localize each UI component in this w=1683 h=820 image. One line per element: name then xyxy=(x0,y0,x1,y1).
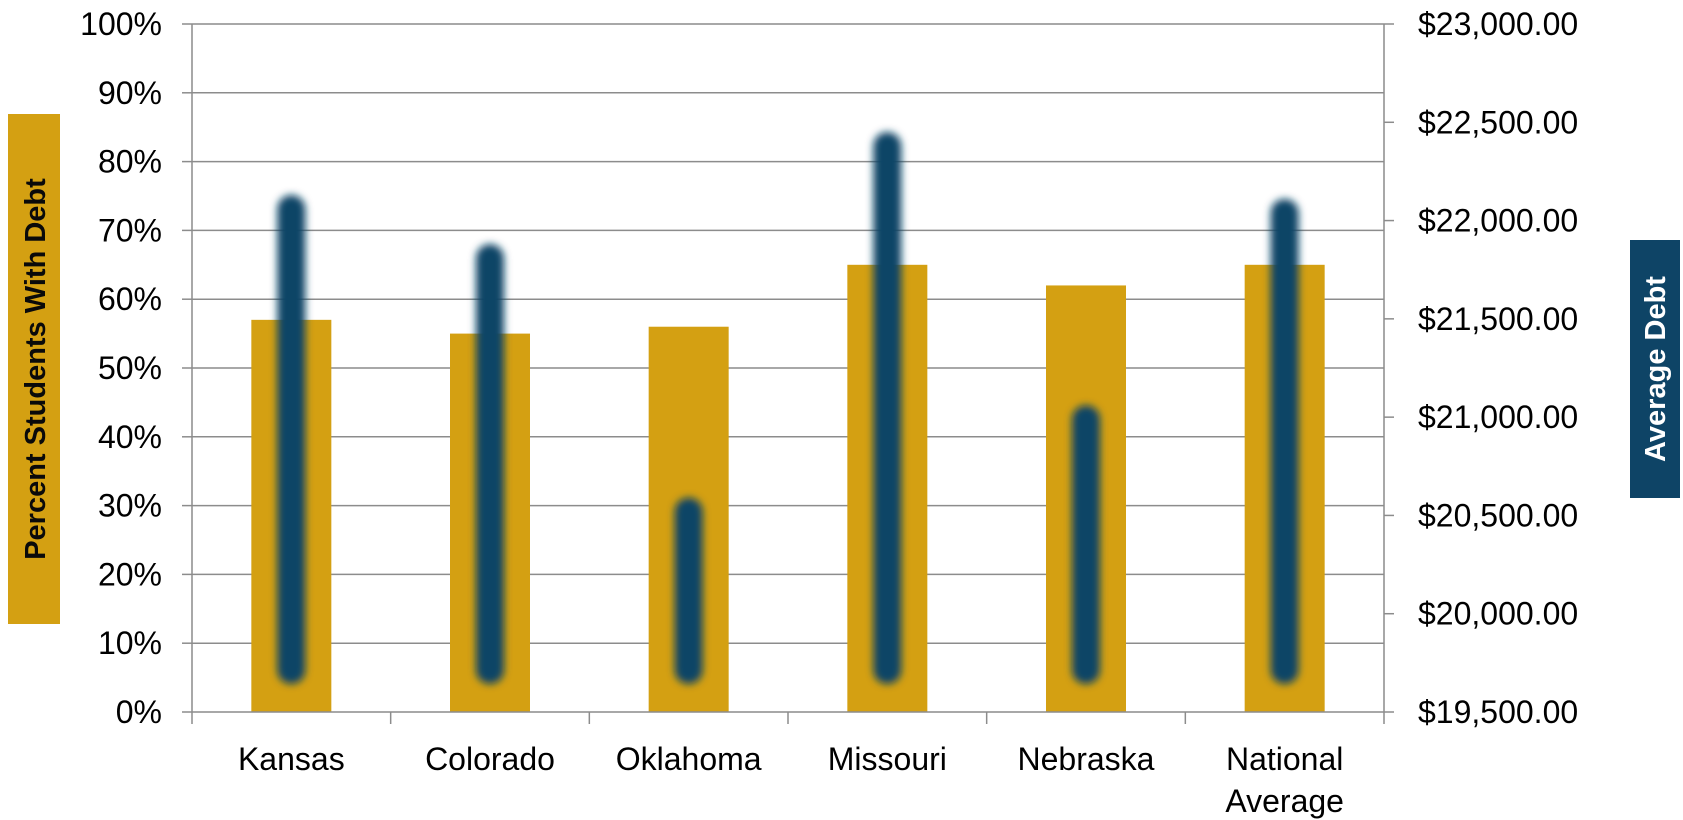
average-debt-bar xyxy=(873,132,902,685)
left-tick-label: 20% xyxy=(98,556,162,592)
left-tick-label: 90% xyxy=(98,75,162,111)
right-tick-label: $23,000.00 xyxy=(1418,6,1578,42)
right-tick-label: $20,000.00 xyxy=(1418,596,1578,632)
average-debt-bar xyxy=(476,244,504,684)
left-tick-label: 50% xyxy=(98,350,162,386)
left-tick-label: 0% xyxy=(116,694,162,730)
left-tick-label: 100% xyxy=(80,6,162,42)
right-axis-title: Average Debt xyxy=(1640,276,1672,462)
category-label: Average xyxy=(1225,783,1344,819)
left-tick-label: 40% xyxy=(98,419,162,455)
right-tick-label: $22,500.00 xyxy=(1418,104,1578,140)
right-tick-label: $19,500.00 xyxy=(1418,694,1578,730)
left-tick-label: 30% xyxy=(98,488,162,524)
category-label: Nebraska xyxy=(1018,741,1155,777)
right-tick-label: $20,500.00 xyxy=(1418,497,1578,533)
right-tick-label: $21,000.00 xyxy=(1418,399,1578,435)
category-label: Oklahoma xyxy=(616,741,762,777)
average-debt-bar xyxy=(674,497,703,684)
right-axis-title-background xyxy=(1630,240,1680,498)
average-debt-bar xyxy=(277,195,306,684)
category-label: National xyxy=(1226,741,1343,777)
category-label: Colorado xyxy=(425,741,555,777)
left-axis-title: Percent Students With Debt xyxy=(20,178,52,560)
left-tick-label: 10% xyxy=(98,625,162,661)
left-tick-label: 80% xyxy=(98,144,162,180)
left-tick-label: 70% xyxy=(98,212,162,248)
left-tick-label: 60% xyxy=(98,281,162,317)
right-tick-label: $22,000.00 xyxy=(1418,203,1578,239)
average-debt-bar xyxy=(1270,198,1299,684)
right-tick-label: $21,500.00 xyxy=(1418,301,1578,337)
average-debt-bar xyxy=(1072,405,1100,684)
category-label: Kansas xyxy=(238,741,345,777)
left-axis-title-background xyxy=(8,114,60,624)
category-label: Missouri xyxy=(828,741,947,777)
